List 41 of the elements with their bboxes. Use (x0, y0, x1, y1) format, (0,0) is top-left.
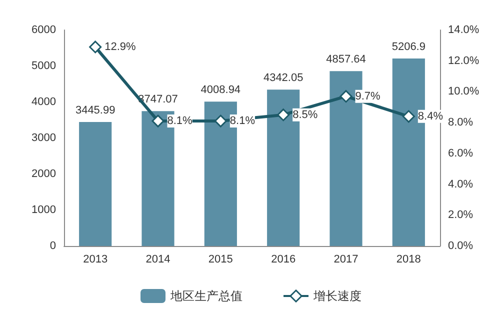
data-label: 5206.9 (392, 41, 426, 54)
y2-tick-label: 14.0% (448, 24, 480, 36)
y2-tick-label: 2.0% (448, 209, 474, 222)
y2-tick-label: 12.0% (448, 54, 480, 67)
data-label: 4857.64 (326, 54, 366, 66)
legend-label: 增长速度 (312, 289, 362, 303)
data-label: 8.1% (167, 115, 193, 128)
x-tick-label: 2015 (208, 254, 233, 266)
data-label: 9.7% (355, 90, 381, 102)
point (214, 114, 227, 128)
y-tick-label: 6000 (32, 24, 56, 36)
y-tick-label: 4000 (32, 96, 56, 108)
y-tick-label: 0 (50, 240, 56, 252)
data-label: 8.4% (418, 110, 444, 122)
point (277, 108, 290, 122)
data-label: 4342.05 (263, 72, 304, 84)
x-tick-label: 2017 (334, 254, 358, 266)
data-label: 12.9% (104, 40, 136, 53)
point (402, 110, 415, 123)
y-tick-label: 3000 (32, 132, 56, 144)
point (89, 40, 102, 54)
y2-tick-label: 6.0% (448, 147, 474, 160)
data-label: 8.5% (292, 108, 318, 121)
data-label: 3445.99 (75, 104, 116, 116)
y-tick-label: 1000 (32, 204, 56, 216)
data-label: 8.1% (230, 115, 256, 128)
y-tick-label: 5000 (32, 60, 56, 72)
x-tick-label: 2013 (83, 254, 108, 266)
y2-tick-label: 4.0% (448, 178, 474, 190)
y2-tick-label: 8.0% (448, 116, 474, 129)
legend-label: 地区生产总值 (170, 289, 242, 303)
data-label: 4008.94 (200, 84, 241, 96)
x-tick-label: 2014 (146, 254, 170, 266)
point (152, 114, 164, 128)
point (340, 90, 352, 103)
y2-tick-label: 0.0% (448, 240, 474, 252)
x-tick-label: 2018 (396, 254, 421, 266)
x-tick-label: 2016 (271, 254, 296, 266)
y2-tick-label: 10.0% (448, 86, 480, 98)
bar (79, 122, 112, 246)
y-tick-label: 2000 (32, 168, 56, 180)
